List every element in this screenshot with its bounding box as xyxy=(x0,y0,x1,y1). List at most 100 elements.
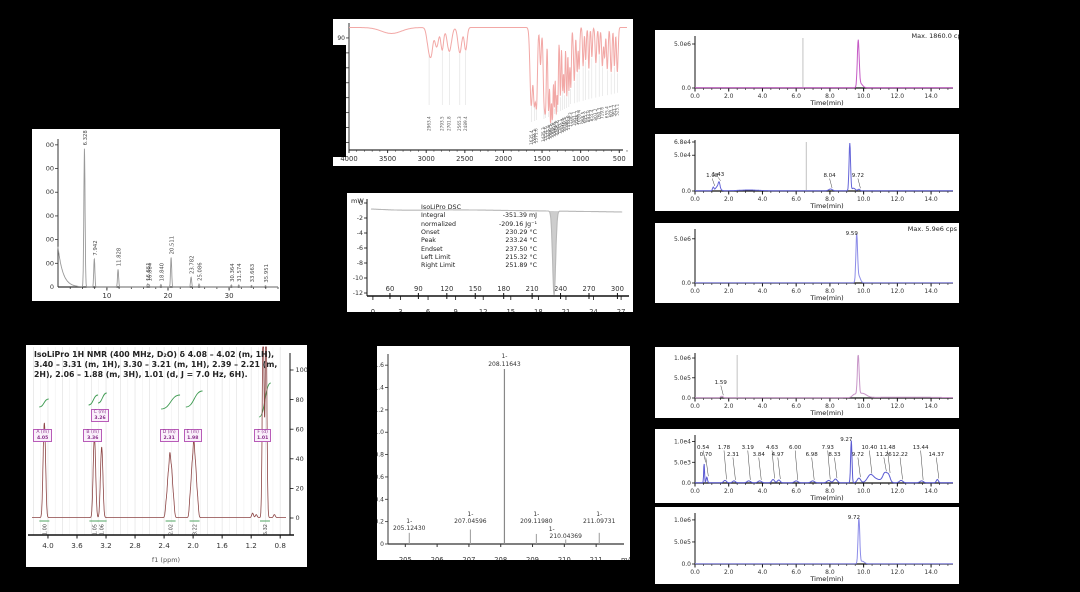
ir-band-label: 2793.5 xyxy=(439,116,444,131)
ms-plot: 0 0.2 0.4 0.6 0.8 1.0 1.2 1.4 1.6 205 206 207 208 209… xyxy=(377,353,630,560)
ir-band-label: 1152.8 xyxy=(566,115,571,130)
xic-chromatogram-panel-1: Max. 1860.0 cps Time(min) 5.0e6 0.00.0 2.0… xyxy=(655,30,959,108)
dsc-results-block: IsoLiPro DSC Integral -351.39 mJ normalize… xyxy=(421,203,537,271)
x-tick-label: 3000 xyxy=(418,155,435,163)
dsc-parameter-row: normalized -209.16 Jg⁻¹ xyxy=(421,221,537,229)
time-axis-label: Time(min) xyxy=(810,409,844,417)
dsc-param-value: 237.50 °C xyxy=(505,245,537,253)
xic-peak-label: 3.84 xyxy=(753,452,766,458)
x-tick-label: 10.0 xyxy=(857,403,871,410)
ir-band-label: 1128.3 xyxy=(568,112,573,127)
xic-peak-label: 13.44 xyxy=(913,445,929,451)
ir-band-label: 1046.2 xyxy=(574,110,579,125)
mz-peak-label: 210.04369 xyxy=(550,533,583,540)
xic-peak-label: 8.33 xyxy=(828,452,841,458)
x-tick-label: 2.8 xyxy=(129,541,141,550)
peak-retention-label: 20.511 xyxy=(170,236,176,255)
dsc-param-name: Integral xyxy=(421,212,446,220)
assignment-letter: C (m) xyxy=(93,410,107,415)
x-tick-label: 211 xyxy=(590,556,603,560)
y-axis-label: 0.0 xyxy=(681,188,691,195)
y-tick-label: 1.4 xyxy=(377,385,384,392)
time-axis-label: Time(min) xyxy=(810,294,844,302)
peak-retention-label: 16.884 xyxy=(147,262,153,281)
label-leader-line xyxy=(936,457,940,479)
nmr-assignment-box: C (m) 3.26 xyxy=(90,409,110,422)
y-axis-label: 00 xyxy=(46,212,54,220)
x-tick-label: 3.6 xyxy=(71,541,83,550)
y-tick-label: 60 xyxy=(296,425,304,433)
y-tick-label: -6 xyxy=(357,245,363,252)
xic-peak-label: 9.72 xyxy=(852,173,864,179)
x-tick-label: 10.0 xyxy=(857,196,871,203)
dsc-param-name: Right Limit xyxy=(421,262,456,270)
ir-band-label: 1390.5 xyxy=(548,124,553,139)
xic-peak-label: 9.72 xyxy=(848,515,860,521)
y-tick-label: -10 xyxy=(353,275,363,282)
x-tick-label: 2.0 xyxy=(187,541,199,550)
charge-state-label: 1- xyxy=(467,511,473,518)
peak-retention-label: 23.782 xyxy=(190,256,196,275)
y-tick-label: -12 xyxy=(353,290,363,297)
integral-curve xyxy=(39,398,49,408)
y-axis-title: mW xyxy=(351,197,364,205)
y-tick-label: 0.6 xyxy=(377,474,384,481)
x-tick-label: 10.0 xyxy=(857,288,871,295)
dsc-param-name: Onset xyxy=(421,229,440,237)
y-tick-label: 40 xyxy=(296,455,304,463)
x-tick-label: 2.0 xyxy=(724,403,734,410)
y-axis-label: 0 xyxy=(50,283,54,291)
xic-peak-label: 7.93 xyxy=(822,445,835,451)
x-tick-label: 1000 xyxy=(572,155,589,163)
x-tick-label: 4000 xyxy=(340,155,357,163)
label-leader-line xyxy=(887,450,891,473)
x-tick-label: 210 xyxy=(558,556,571,560)
x-tick-label: 2.0 xyxy=(724,288,734,295)
x-tick-label: 205 xyxy=(399,556,412,560)
y-axis-label: 0.0 xyxy=(681,480,691,487)
integral-curve xyxy=(185,390,203,408)
label-leader-line xyxy=(705,457,709,477)
y-axis-label: 5.0e5 xyxy=(674,375,691,382)
x-tick-label: 8.0 xyxy=(825,403,835,410)
nmr-plot: 4.0 3.6 3.2 2.8 2.4 2.0 1.6 1.2 0.8 f1 (ppm) 100 80… xyxy=(28,346,307,564)
integral-value: 3.22 xyxy=(193,524,199,535)
dsc-param-value: 251.89 °C xyxy=(505,262,537,270)
x-tick-label: 4.0 xyxy=(758,93,768,100)
x-tick-label: 209 xyxy=(526,556,539,560)
label-leader-line xyxy=(920,450,924,480)
xic-peak-label: 4.97 xyxy=(772,452,785,458)
xic-plot: 5.0e6 0.00.0 2.0 4.0 6.0 8.0 10.0 12.0 14.0 9.59 xyxy=(674,229,953,295)
dsc-param-name: Left Limit xyxy=(421,253,451,261)
x-tick-label: 20 xyxy=(164,292,173,300)
x-tick-label: 0.0 xyxy=(690,569,700,576)
y-tick-label: -2 xyxy=(357,215,363,222)
xic-peak-label: 12.22 xyxy=(892,452,908,458)
xic-peak-label: 6.98 xyxy=(806,452,819,458)
temperature-tick-label: 240 xyxy=(554,285,567,293)
xic-chromatogram-panel-2: Time(min) 6.8e4 5.0e4 0.0 0.0 2.0 4.0 6.0 8.0 10… xyxy=(655,134,959,211)
temperature-tick-label: 150 xyxy=(469,285,482,293)
x-tick-label: 2500 xyxy=(456,155,473,163)
temperature-tick-label: 90 xyxy=(414,285,423,293)
mz-peak-label: 208.11643 xyxy=(488,361,521,368)
label-leader-line xyxy=(811,457,815,480)
x-tick-label: 14.0 xyxy=(924,488,938,495)
assignment-shift: 4.05 xyxy=(36,435,49,441)
label-leader-line xyxy=(857,178,861,189)
x-tick-label: 4.0 xyxy=(758,196,768,203)
charge-state-label: 1- xyxy=(549,526,555,533)
xic-peak-label: 3.19 xyxy=(742,445,755,451)
xic-chromatogram-panel-5: Time(min) 1.0e4 5.0e3 0.0 0.0 2.0 4.0 6.0 8.0 10… xyxy=(655,429,959,503)
temperature-tick-label: 270 xyxy=(582,285,595,293)
x-tick-label: 10.0 xyxy=(857,569,871,576)
assignment-shift: 1.98 xyxy=(187,435,199,441)
max-intensity-label: Max. 5.9e6 cps xyxy=(907,225,957,233)
assignment-shift: 3.36 xyxy=(87,435,99,441)
x-tick-label: 30 xyxy=(225,292,234,300)
charge-state-label: 1- xyxy=(533,511,539,518)
assignment-shift: 1.01 xyxy=(256,435,269,441)
x-tick-label: 1500 xyxy=(533,155,550,163)
x-tick-label: 8.0 xyxy=(825,93,835,100)
